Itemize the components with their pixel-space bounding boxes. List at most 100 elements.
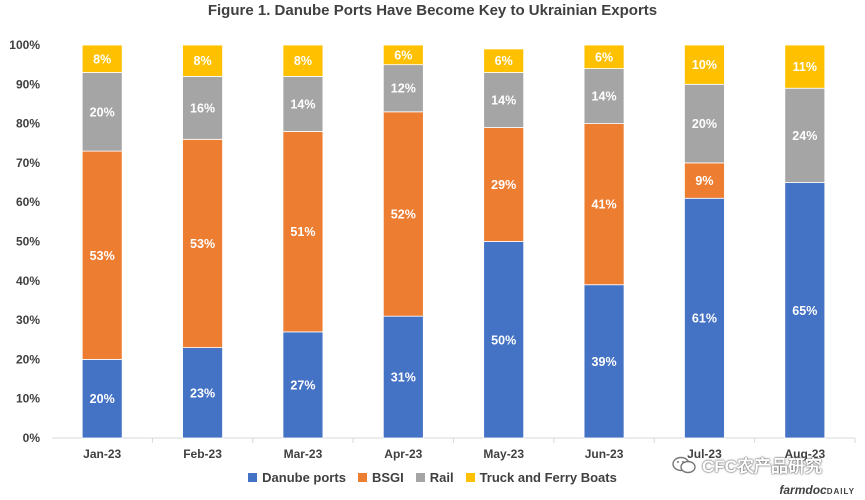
- legend-label: Danube ports: [262, 470, 346, 485]
- bar-segment: [483, 72, 525, 128]
- data-label: 8%: [194, 54, 212, 68]
- bar-segment: [81, 358, 123, 439]
- data-label: 6%: [394, 48, 412, 62]
- data-label: 20%: [90, 392, 115, 406]
- legend-item: Danube ports: [248, 470, 346, 485]
- data-label: 11%: [793, 60, 817, 74]
- data-label: 50%: [491, 333, 516, 347]
- data-label: 6%: [495, 54, 513, 68]
- wechat-icon: [672, 456, 696, 473]
- bar-segment: [81, 150, 123, 360]
- bar-segment: [583, 44, 625, 69]
- y-tick-label: 0%: [23, 431, 41, 445]
- bar-segment: [684, 197, 725, 439]
- bar-segment: [583, 123, 625, 286]
- x-tick-label: Apr-23: [384, 447, 422, 461]
- x-tick-label: May-23: [483, 447, 524, 461]
- legend-item: Truck and Ferry Boats: [465, 470, 617, 485]
- bar-segment: [684, 44, 725, 85]
- data-label: 9%: [695, 174, 713, 188]
- data-label: 20%: [692, 117, 717, 131]
- x-tick-label: Feb-23: [183, 447, 222, 461]
- legend-swatch: [248, 473, 258, 482]
- legend: Danube ports BSGI Rail Truck and Ferry Boat…: [0, 470, 865, 485]
- data-label: 14%: [491, 94, 516, 108]
- y-tick-label: 70%: [16, 156, 40, 170]
- bar-segment: [282, 131, 324, 333]
- data-label: 10%: [692, 58, 717, 72]
- data-label: 29%: [491, 178, 516, 192]
- bar-segment: [784, 44, 826, 89]
- legend-label: Rail: [429, 470, 454, 485]
- data-label: 61%: [692, 312, 717, 326]
- data-label: 8%: [93, 52, 111, 66]
- y-tick-label: 50%: [16, 235, 40, 249]
- y-tick-label: 40%: [16, 274, 40, 288]
- bar-segment: [483, 48, 525, 73]
- data-label: 8%: [294, 54, 312, 68]
- chart-title: Figure 1. Danube Ports Have Become Key t…: [207, 2, 658, 19]
- bar-segment: [81, 44, 123, 73]
- bar-segment: [282, 44, 324, 77]
- bar-segment: [684, 162, 725, 199]
- axis-layer: 0% 10% 20% 30% 40% 50% 60% 70% 80% 90% 100% Jan-23 F…: [9, 38, 856, 461]
- data-label: 52%: [391, 207, 416, 221]
- bar-segment: [382, 315, 424, 439]
- data-label: 6%: [595, 50, 613, 64]
- legend-swatch: [415, 473, 425, 482]
- y-tick-label: 60%: [16, 195, 40, 209]
- y-tick-label: 20%: [16, 352, 40, 366]
- data-label: 41%: [592, 198, 617, 212]
- bar-segment: [182, 347, 223, 439]
- data-label: 39%: [592, 355, 617, 369]
- data-label: 16%: [190, 101, 215, 115]
- data-label: 31%: [391, 371, 416, 385]
- bar-segment: [784, 87, 826, 183]
- legend-swatch: [357, 473, 367, 482]
- bars-layer: [81, 44, 826, 439]
- bar-segment: [483, 241, 525, 439]
- legend-label: BSGI: [371, 470, 404, 485]
- watermark: CFC农产品研究: [672, 452, 822, 477]
- bar-segment: [182, 76, 223, 140]
- legend-item: BSGI: [357, 470, 404, 485]
- y-tick-label: 90%: [16, 77, 40, 91]
- y-tick-label: 10%: [16, 392, 40, 406]
- legend-label: Truck and Ferry Boats: [479, 470, 617, 485]
- bar-segment: [382, 111, 424, 317]
- bar-segment: [483, 127, 525, 242]
- y-tick-label: 30%: [16, 313, 40, 327]
- y-tick-label: 80%: [16, 117, 40, 131]
- data-label: 51%: [290, 225, 315, 239]
- bar-segment: [182, 138, 223, 349]
- data-label: 27%: [290, 378, 315, 392]
- data-label: 24%: [792, 129, 817, 143]
- legend-item: Rail: [415, 470, 454, 485]
- farmdoc-logo: farmdocDAILY: [779, 483, 855, 497]
- watermark-text: CFC农产品研究: [702, 457, 822, 476]
- bar-segment: [382, 64, 424, 113]
- brand-suffix: DAILY: [826, 487, 855, 496]
- bar-segment: [382, 44, 424, 66]
- bar-segment: [182, 44, 223, 77]
- bar-segment: [583, 68, 625, 125]
- data-label: 12%: [391, 82, 416, 96]
- data-label: 14%: [290, 97, 315, 111]
- bar-segment: [282, 76, 324, 132]
- data-label: 65%: [792, 304, 817, 318]
- labels-layer: 20% 53% 20% 8% 23% 53% 16% 8% 27% 51% 14% 8% 31% 52% 1…: [90, 48, 818, 406]
- x-tick-label: Jun-23: [585, 447, 624, 461]
- y-tick-label: 100%: [9, 38, 40, 52]
- legend-swatch: [465, 473, 475, 482]
- bar-segment: [81, 72, 123, 152]
- data-label: 23%: [190, 386, 215, 400]
- x-tick-label: Jul-23: [687, 447, 722, 461]
- brand-main: farmdoc: [779, 483, 827, 497]
- bar-segment: [583, 284, 625, 439]
- data-label: 20%: [90, 105, 115, 119]
- data-label: 53%: [190, 237, 215, 251]
- bar-segment: [282, 331, 324, 439]
- bar-segment: [684, 83, 725, 164]
- data-label: 53%: [90, 249, 115, 263]
